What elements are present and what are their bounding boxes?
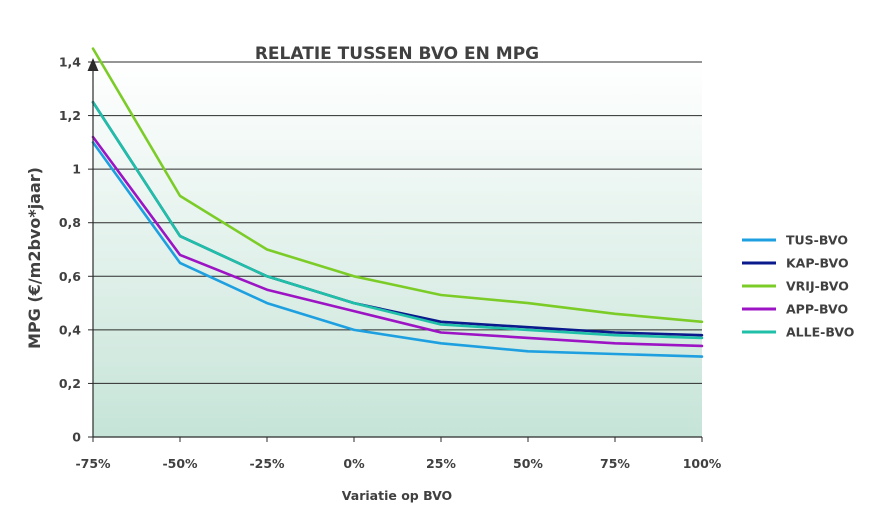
y-tick-label: 0,4 (59, 322, 81, 337)
x-tick-label: 50% (513, 456, 543, 471)
legend-item-vrij-bvo: VRIJ-BVO (742, 279, 849, 294)
legend-label: VRIJ-BVO (786, 279, 849, 294)
legend-label: APP-BVO (786, 302, 848, 317)
series-line-app-bvo (91, 135, 704, 348)
y-tick-label: 0,2 (59, 376, 81, 391)
y-axis-arrow-icon (87, 58, 99, 71)
x-tick-label: 100% (683, 456, 722, 471)
legend: TUS-BVO KAP-BVO VRIJ-BVO APP-BVO ALLE-BVO (742, 233, 854, 340)
legend-label: KAP-BVO (786, 256, 849, 271)
legend-item-tus-bvo: TUS-BVO (742, 233, 848, 248)
legend-label: TUS-BVO (786, 233, 848, 248)
legend-item-kap-bvo: KAP-BVO (742, 256, 849, 271)
y-tick-label: 1,4 (59, 55, 81, 70)
gridlines (93, 61, 702, 384)
y-tick-label: 0 (72, 430, 81, 445)
legend-item-alle-bvo: ALLE-BVO (742, 325, 854, 340)
series-lines (91, 47, 704, 358)
series-line-alle-bvo (91, 100, 704, 340)
series-line-tus-bvo (91, 141, 704, 358)
chart-title: RELATIE TUSSEN BVO EN MPG (255, 44, 539, 64)
y-tick-label: 0,6 (59, 269, 81, 284)
x-axis-label: Variatie op BVO (342, 488, 452, 503)
x-tick-label: -50% (162, 456, 198, 471)
x-tick-labels: -75% -50% -25% 0% 25% 50% 75% 100% (75, 437, 722, 471)
plot-area (93, 62, 702, 437)
x-tick-label: 25% (426, 456, 456, 471)
x-tick-label: -25% (249, 456, 285, 471)
y-tick-label: 0,8 (59, 215, 81, 230)
y-axis-label: MPG (€/m2bvo*jaar) (25, 167, 44, 349)
series-line-vrij-bvo (91, 47, 704, 324)
x-tick-label: -75% (75, 456, 111, 471)
x-tick-label: 0% (343, 456, 365, 471)
legend-label: ALLE-BVO (786, 325, 854, 340)
y-tick-labels: 0 0,2 0,4 0,6 0,8 1 1,2 1,4 (59, 55, 93, 445)
y-tick-label: 1 (72, 162, 81, 177)
legend-item-app-bvo: APP-BVO (742, 302, 848, 317)
x-tick-label: 75% (600, 456, 630, 471)
y-tick-label: 1,2 (59, 108, 81, 123)
